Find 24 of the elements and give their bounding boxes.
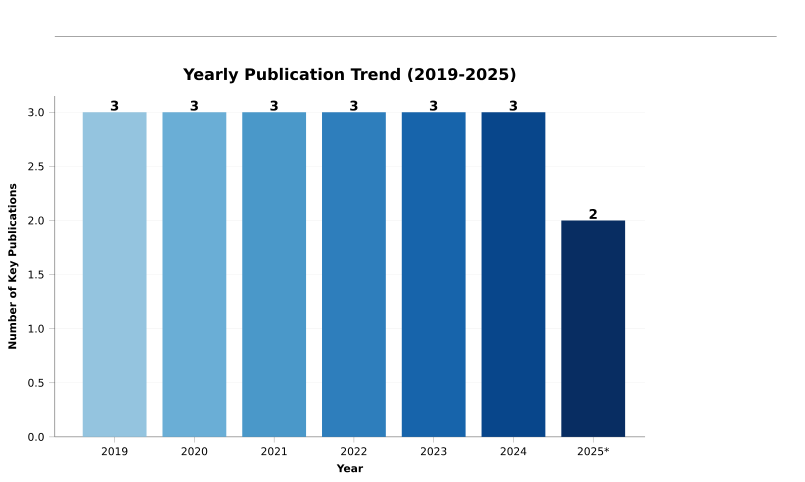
x-tick-label: 2023	[420, 447, 446, 456]
y-tick-label: 3.0	[28, 108, 44, 116]
data-label: 3	[110, 100, 118, 111]
x-axis-title: Year	[336, 464, 364, 472]
data-label: 3	[270, 100, 278, 111]
y-tick-label: 1.5	[28, 270, 44, 278]
x-tick-label: 2019	[102, 447, 128, 456]
y-tick-label: 2.0	[28, 216, 44, 224]
data-label: 3	[190, 100, 198, 111]
x-tick-label: 2024	[500, 447, 526, 456]
y-tick-label: 2.5	[28, 162, 44, 170]
y-tick-label: 1.0	[28, 324, 44, 333]
y-tick-label: 0.0	[28, 432, 44, 441]
x-tick-label: 2025*	[578, 447, 610, 456]
data-label: 3	[430, 100, 438, 111]
x-tick-label: 2020	[182, 447, 208, 456]
x-tick-label: 2022	[341, 447, 366, 456]
y-axis-title: Number of Key Publications	[8, 184, 18, 349]
data-label: 3	[510, 100, 518, 111]
y-tick-label: 0.5	[28, 378, 44, 387]
chart-title: Yearly Publication Trend (2019-2025)	[183, 68, 516, 84]
data-label: 2	[590, 208, 597, 219]
x-tick-label: 2021	[261, 447, 287, 456]
data-label: 3	[350, 100, 358, 111]
